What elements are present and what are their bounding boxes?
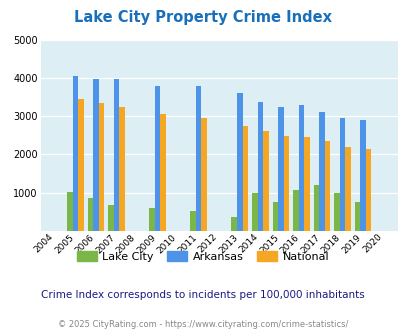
Bar [160,114,166,231]
Bar [237,93,242,231]
Bar [277,107,283,231]
Text: Crime Index corresponds to incidents per 100,000 inhabitants: Crime Index corresponds to incidents per… [41,290,364,300]
Bar [365,149,371,231]
Bar [257,102,262,231]
Bar [333,193,339,231]
Bar [324,141,329,231]
Bar [72,76,78,231]
Bar [262,131,268,231]
Text: Lake City Property Crime Index: Lake City Property Crime Index [74,10,331,25]
Bar [154,86,160,231]
Bar [201,118,207,231]
Bar [318,112,324,231]
Bar [119,107,125,231]
Bar [108,205,113,231]
Bar [359,120,365,231]
Legend: Lake City, Arkansas, National: Lake City, Arkansas, National [72,247,333,266]
Bar [190,212,196,231]
Bar [298,105,303,231]
Bar [283,136,288,231]
Text: © 2025 CityRating.com - https://www.cityrating.com/crime-statistics/: © 2025 CityRating.com - https://www.city… [58,320,347,329]
Bar [354,202,359,231]
Bar [292,190,298,231]
Bar [313,185,318,231]
Bar [272,202,277,231]
Bar [242,126,247,231]
Bar [344,147,350,231]
Bar [87,198,93,231]
Bar [252,193,257,231]
Bar [113,80,119,231]
Bar [78,99,83,231]
Bar [231,217,237,231]
Bar [98,103,104,231]
Bar [303,137,309,231]
Bar [93,80,98,231]
Bar [149,209,154,231]
Bar [67,192,72,231]
Bar [196,86,201,231]
Bar [339,118,344,231]
